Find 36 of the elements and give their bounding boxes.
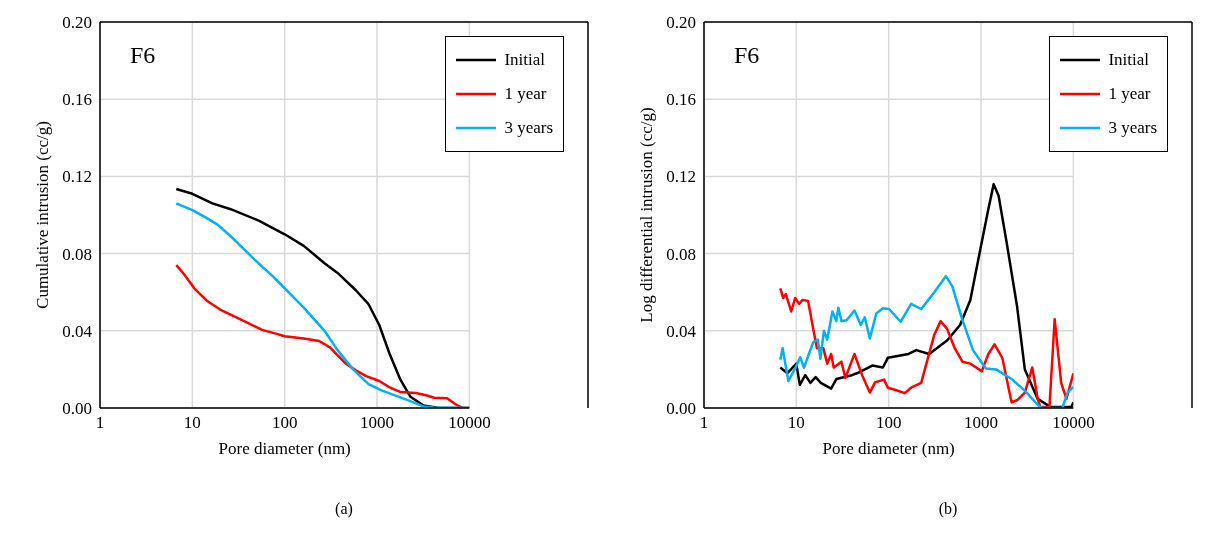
legend-label: 1 year [504,84,547,104]
y-tick-label: 0.08 [666,244,696,264]
y-tick-label: 0.00 [666,399,696,419]
y-tick-label: 0.16 [62,90,92,110]
x-tick-label: 100 [271,413,298,433]
x-axis-title: Pore diameter (nm) [822,439,955,458]
y-tick-label: 0.20 [666,13,696,33]
y-tick-label: 0.08 [62,244,92,264]
x-tick-label: 1000 [360,413,395,433]
x-axis-title: Pore diameter (nm) [218,439,351,458]
y-tick-label: 0.04 [666,321,697,341]
annotation: F6 [130,42,156,69]
y-tick-label: 0.16 [666,90,696,110]
legend-label: 3 years [1108,118,1157,138]
y-axis-title: Cumulative intrusion (cc/g) [33,121,53,309]
legend-label: Initial [1108,50,1149,70]
y-tick-label: 0.20 [62,13,92,33]
legend-label: Initial [504,50,545,70]
x-tick-label: 10 [787,413,805,433]
x-tick-label: 100 [875,413,902,433]
x-tick-label: 1 [95,413,105,433]
y-tick-label: 0.04 [62,321,93,341]
legend-label: 3 years [504,118,553,138]
annotation: F6 [734,42,760,69]
y-axis-title: Log differential intrusion (cc/g) [637,107,657,323]
legend-label: 1 year [1108,84,1151,104]
text: (a) [334,500,354,518]
x-tick-label: 1000 [964,413,999,433]
y-tick-label: 0.12 [666,167,696,187]
x-tick-label: 10000 [448,413,491,433]
text: (b) [937,500,959,518]
x-tick-label: 1 [699,413,709,433]
y-tick-label: 0.00 [62,399,92,419]
y-tick-label: 0.12 [62,167,92,187]
x-tick-label: 10 [183,413,201,433]
x-tick-label: 10000 [1052,413,1095,433]
